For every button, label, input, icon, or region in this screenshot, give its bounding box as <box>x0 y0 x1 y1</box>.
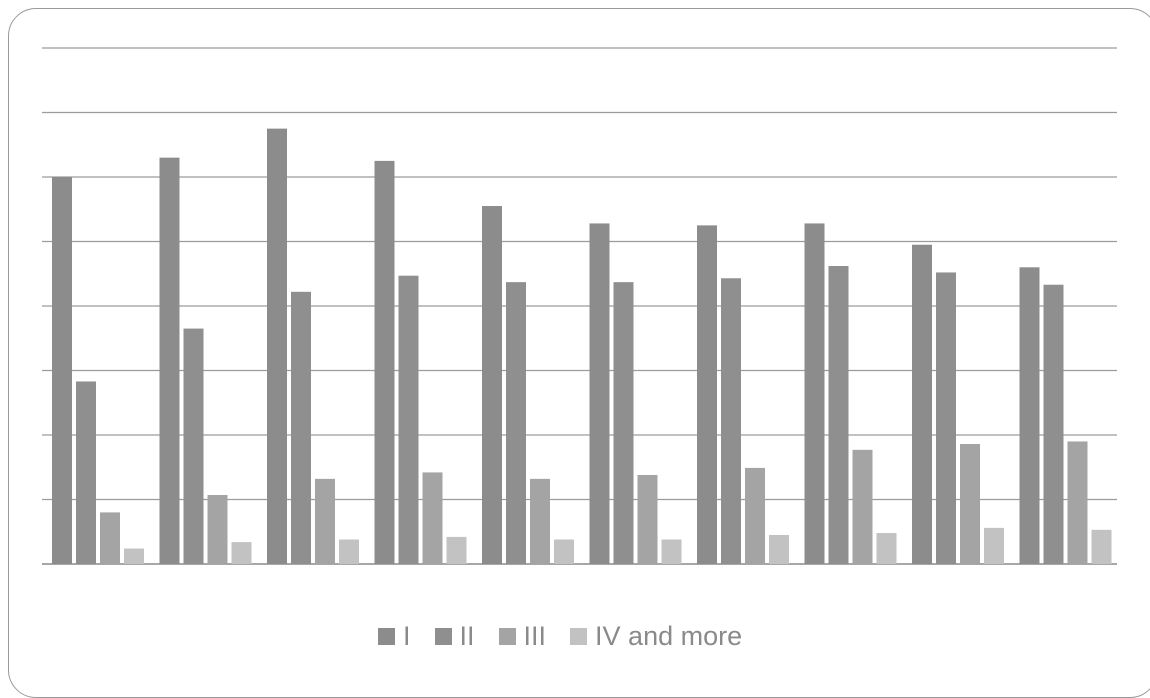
legend-label-iii: III <box>523 620 547 651</box>
bar-series-3-group-1 <box>100 512 120 564</box>
bar-series-2-group-9 <box>936 272 956 564</box>
bar-series-2-group-5 <box>506 282 526 564</box>
legend-swatch-ii <box>434 627 452 645</box>
bar-series-2-group-3 <box>291 291 311 564</box>
bar-series-1-group-5 <box>482 206 502 564</box>
bar-series-4-group-8 <box>876 533 897 564</box>
bar-series-4-group-2 <box>231 542 252 564</box>
bar-series-3-group-4 <box>422 472 443 564</box>
bar-series-3-group-10 <box>1067 441 1088 564</box>
legend-swatch-iii <box>498 627 516 645</box>
legend-label-i: I <box>403 620 411 651</box>
bar-series-1-group-3 <box>267 128 287 564</box>
bar-series-2-group-2 <box>183 328 204 564</box>
bar-series-2-group-6 <box>613 282 634 564</box>
bar-series-4-group-5 <box>554 539 574 564</box>
bar-series-3-group-7 <box>745 467 765 564</box>
bar-series-4-group-7 <box>769 534 789 564</box>
bar-series-1-group-8 <box>804 223 825 564</box>
legend-swatch-i <box>378 627 395 645</box>
bar-series-3-group-5 <box>530 478 550 564</box>
bar-series-1-group-2 <box>159 157 180 564</box>
bar-series-3-group-6 <box>637 474 658 564</box>
legend-item-ii: II <box>434 620 475 652</box>
bar-series-1-group-10 <box>1019 267 1040 564</box>
bar-series-3-group-9 <box>960 444 980 564</box>
bar-series-1-group-6 <box>589 223 610 564</box>
bar-series-2-group-7 <box>721 278 741 564</box>
bar-series-1-group-4 <box>374 160 395 564</box>
bar-chart <box>42 47 1117 565</box>
bar-series-2-group-4 <box>398 275 419 564</box>
bar-series-3-group-2 <box>207 494 228 564</box>
bar-series-4-group-10 <box>1091 529 1112 564</box>
bar-series-1-group-9 <box>912 244 932 564</box>
bar-series-2-group-8 <box>828 266 849 564</box>
bar-series-4-group-1 <box>124 548 144 564</box>
bar-series-1-group-7 <box>697 225 717 564</box>
legend-item-i: I <box>378 621 411 652</box>
legend-item-iii: III <box>498 620 547 652</box>
legend-label-ii: II <box>459 620 475 651</box>
legend-label-iv-and-more: IV and more <box>595 620 743 651</box>
bar-series-4-group-6 <box>661 539 682 564</box>
bar-series-3-group-8 <box>852 449 873 564</box>
legend: I II III IV and more <box>378 618 742 654</box>
bar-series-2-group-10 <box>1043 284 1064 564</box>
bar-series-3-group-3 <box>315 478 335 564</box>
bar-series-4-group-3 <box>339 539 359 564</box>
legend-item-iv-and-more: IV and more <box>570 621 742 652</box>
bar-series-4-group-4 <box>446 536 467 564</box>
bar-series-4-group-9 <box>984 527 1004 564</box>
legend-swatch-iv-and-more <box>570 627 588 645</box>
bar-series-1-group-1 <box>52 177 72 564</box>
bar-series-2-group-1 <box>76 381 96 564</box>
